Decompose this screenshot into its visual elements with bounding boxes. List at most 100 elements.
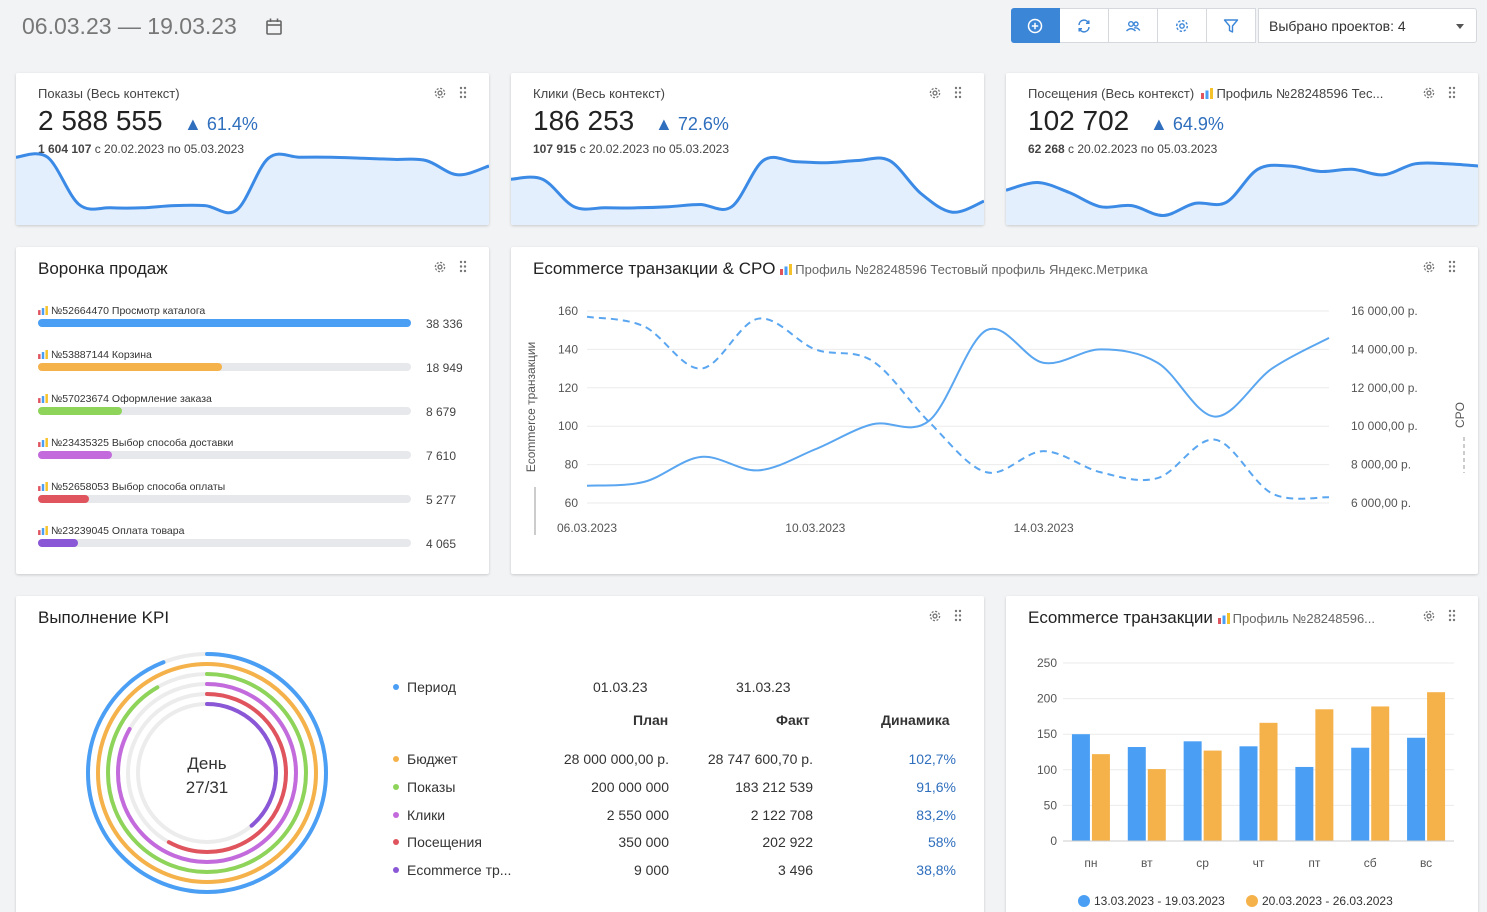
sparkline (1006, 161, 1478, 225)
kpi-label: Посещения (Весь контекст) (1028, 86, 1195, 101)
card-actions (433, 86, 467, 100)
users-button[interactable] (1109, 8, 1158, 43)
gear-icon[interactable] (433, 86, 447, 100)
sparkline (511, 155, 984, 225)
date-range[interactable]: 06.03.23 — 19.03.23 (22, 13, 237, 39)
kpi-row-plan: 350 000 (618, 834, 669, 851)
bar[interactable] (1315, 709, 1334, 841)
card-title: Ecommerce транзакции & CPO (533, 259, 776, 278)
metrika-icon (38, 482, 48, 491)
funnel-item-label: №52658053 Выбор способа оплаты (51, 481, 226, 493)
funnel-item-label-row: №53887144 Корзина (38, 349, 468, 361)
card-actions (928, 609, 962, 623)
bar[interactable] (1407, 737, 1426, 841)
drag-handle-icon[interactable] (1448, 86, 1456, 99)
y-right-tick: 10 000,00 р. (1351, 419, 1418, 433)
metrika-icon (38, 526, 48, 535)
refresh-icon (1078, 18, 1090, 33)
gear-icon[interactable] (1422, 609, 1436, 623)
kpi-delta-value: 61.4% (206, 114, 258, 134)
y-tick: 100 (1037, 763, 1057, 777)
kpi-row-dyn[interactable]: 83,2% (916, 806, 956, 823)
legend-label: 13.03.2023 - 19.03.2023 (1094, 894, 1225, 908)
funnel-item[interactable]: №52664470 Просмотр каталога 38 336 (38, 305, 468, 331)
funnel-item-label: №23239045 Оплата товара (51, 525, 185, 537)
bar[interactable] (1239, 746, 1258, 841)
bar[interactable] (1427, 692, 1446, 841)
funnel-item[interactable]: №53887144 Корзина 18 949 (38, 349, 468, 375)
calendar-icon[interactable] (266, 18, 282, 35)
legend-dot (393, 684, 399, 690)
funnel-item-value: 5 277 (426, 493, 457, 507)
funnel-item[interactable]: №57023674 Оформление заказа 8 679 (38, 393, 468, 419)
filter-button[interactable] (1207, 8, 1256, 43)
projects-select[interactable]: Выбрано проектов: 4 (1258, 8, 1477, 43)
ring-progress (86, 652, 328, 894)
legend-dot (393, 867, 399, 874)
sparkline-line (16, 152, 489, 215)
y-left-tick: 120 (558, 381, 578, 395)
bar[interactable] (1127, 747, 1146, 841)
legend-item-a[interactable]: 13.03.2023 - 19.03.2023 (1078, 894, 1225, 908)
legend-item-b[interactable]: 20.03.2023 - 26.03.2023 (1246, 894, 1393, 908)
drag-handle-icon[interactable] (1448, 609, 1456, 622)
funnel-item[interactable]: №23435325 Выбор способа доставки 7 610 (38, 437, 468, 463)
sparkline-line (511, 155, 984, 214)
bar[interactable] (1295, 766, 1314, 841)
drag-handle-icon[interactable] (954, 609, 962, 622)
gear-icon[interactable] (928, 86, 942, 100)
bar[interactable] (1147, 769, 1166, 841)
y-right-tick: 16 000,00 р. (1351, 304, 1418, 318)
bar[interactable] (1371, 706, 1390, 841)
add-button[interactable] (1011, 8, 1060, 43)
gear-icon[interactable] (1422, 260, 1436, 274)
kpi-row-plan: 9 000 (633, 862, 669, 879)
bar[interactable] (1183, 741, 1202, 841)
drag-handle-icon[interactable] (1448, 260, 1456, 273)
kpi-row-dyn[interactable]: 58% (927, 834, 956, 851)
line-chart: 160 16 000,00 р. 140 14 000,00 р. 120 12 000,… (524, 304, 1467, 535)
kpi-row-name: Показы (407, 778, 456, 795)
bar[interactable] (1259, 722, 1278, 841)
bar[interactable] (1203, 750, 1222, 841)
period-label-cell: Период (393, 679, 456, 695)
funnel-item-label: №53887144 Корзина (51, 349, 152, 361)
kpi-row-dyn[interactable]: 38,8% (916, 862, 956, 879)
funnel-item[interactable]: №23239045 Оплата товара 4 065 (38, 525, 468, 551)
funnel-item[interactable]: №52658053 Выбор способа оплаты 5 277 (38, 481, 468, 507)
funnel-item-track (38, 319, 411, 327)
funnel-item-fill (38, 363, 223, 371)
funnel-item-track (38, 495, 411, 503)
users-icon (1126, 20, 1141, 32)
funnel-item-label: №57023674 Оформление заказа (51, 393, 212, 405)
kpi-row-dyn[interactable]: 102,7% (908, 751, 956, 767)
sparkline-area (1006, 162, 1478, 225)
drag-handle-icon[interactable] (954, 86, 962, 99)
settings-button[interactable] (1158, 8, 1207, 43)
card-actions (928, 86, 962, 100)
y-tick: 150 (1037, 727, 1057, 741)
kpi-row-plan: 2 550 000 (606, 806, 669, 823)
drag-handle-icon[interactable] (459, 260, 467, 273)
kpi-row-dyn[interactable]: 91,6% (916, 778, 956, 795)
metrika-icon (780, 264, 793, 275)
kpi-row-name-cell: Ecommerce тр... (393, 862, 511, 878)
gear-icon[interactable] (1422, 86, 1436, 100)
bar[interactable] (1091, 754, 1110, 841)
rings-center-value: 27/31 (185, 778, 229, 797)
gear-icon[interactable] (928, 609, 942, 623)
bar[interactable] (1351, 747, 1370, 841)
refresh-button[interactable] (1060, 8, 1109, 43)
y-tick: 250 (1037, 656, 1057, 670)
kpi-delta-value: 64.9% (1172, 114, 1224, 134)
kpi-delta-value: 72.6% (677, 114, 729, 134)
kpi-profile: Профиль №28248596 Тес... (1216, 86, 1384, 101)
period-label: Период (407, 679, 457, 695)
gear-icon[interactable] (433, 260, 447, 274)
bar[interactable] (1071, 734, 1090, 841)
chevron-down-icon (1456, 24, 1464, 29)
metrika-icon (38, 306, 48, 315)
y-left-tick: 160 (558, 304, 578, 318)
drag-handle-icon[interactable] (459, 86, 467, 99)
kpi-row-name: Посещения (407, 834, 482, 851)
